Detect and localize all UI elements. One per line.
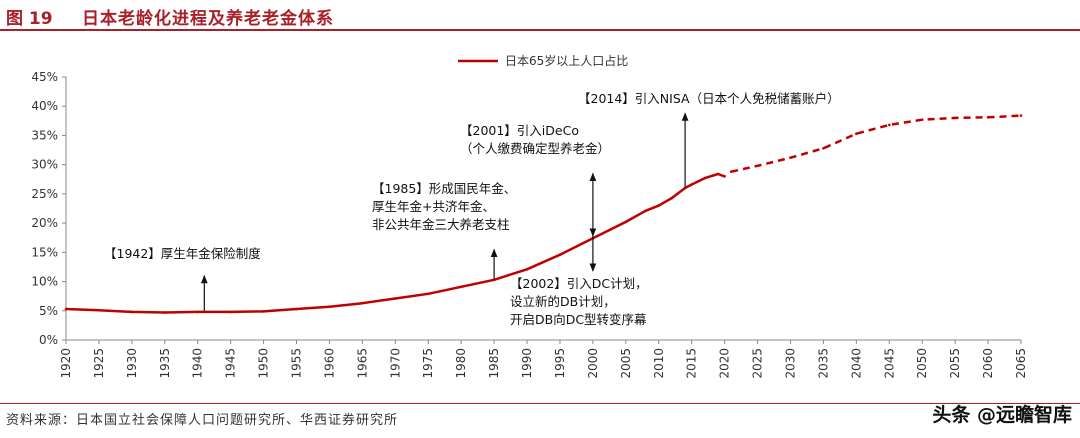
legend-label: 日本65岁以上人口占比 [505,53,628,68]
x-tick-label: 1985 [487,348,501,379]
annotation-text: （个人缴费确定型养老金） [460,141,610,156]
data-point [920,118,924,121]
y-tick-label: 35% [31,128,58,142]
x-tick-label: 1990 [520,348,534,379]
watermark: 头条 @远瞻智库 [932,404,1072,426]
data-point [426,292,430,296]
annotation-text: 开启DB向DC型转变序幕 [510,312,647,327]
y-tick-label: 30% [31,158,58,172]
x-tick-label: 2020 [718,348,732,379]
x-tick-label: 1920 [59,348,73,379]
x-tick-label: 2025 [751,348,765,379]
x-tick-label: 2000 [586,348,600,379]
data-point [624,220,628,224]
data-point [729,170,733,173]
x-tick-label: 1940 [191,348,205,379]
data-point [163,311,167,314]
x-tick-label: 1945 [224,348,238,379]
x-tick-label: 2005 [619,348,633,379]
figure-title: 日本老龄化进程及养老老金体系 [82,9,334,29]
x-tick-label: 2030 [783,348,797,379]
line-chart: 0% 5% 10% 15% 20% 25% 30% 35% 40% 45% 1920 1925 1930… [31,53,1028,379]
figure-header: 图 19 日本老龄化进程及养老老金体系 [0,0,1080,32]
x-tick-label: 2045 [882,348,896,379]
figure-label: 图 19 [6,9,53,29]
data-point [657,204,661,207]
annotation-text: 【1985】形成国民年金、 [372,181,516,196]
y-tick-label: 15% [31,245,58,259]
annotation-text: 【2002】引入DC计划， [510,276,648,291]
annotation-text: 【1942】厚生年金保险制度 [104,246,261,261]
y-tick-label: 45% [31,70,58,84]
annotation-text: 【2001】引入iDeCo [460,123,579,138]
x-tick-label: 2040 [849,348,863,379]
x-tick-label: 1925 [92,348,106,379]
data-point [723,175,726,178]
data-point [459,285,463,289]
data-point [130,310,134,314]
x-tick-label: 1955 [290,348,304,379]
source-rule [0,403,1080,404]
series-layer [64,114,1023,314]
data-point [64,307,68,311]
x-tick-label: 1970 [388,348,402,379]
data-point [394,297,397,300]
x-tick-label: 2055 [948,348,962,379]
x-tick-label: 1995 [553,348,567,379]
data-point [855,132,858,135]
y-tick-label: 10% [31,275,58,289]
x-tick-label: 1960 [322,348,336,379]
x-tick-label: 1935 [158,348,172,379]
data-point [1019,114,1023,117]
data-point [953,116,957,120]
data-point [295,307,298,311]
data-point [756,164,759,168]
data-point [196,310,200,314]
header-rule [0,29,1080,31]
data-point [361,301,364,305]
series-line-1 [730,114,1022,173]
axes: 0% 5% 10% 15% 20% 25% 30% 35% 40% 45% 1920 1925 1930… [31,70,1028,379]
x-tick-label: 2060 [981,348,995,379]
x-tick-label: 2065 [1014,348,1028,379]
data-point [716,172,720,176]
x-tick-label: 1950 [257,348,271,379]
y-tick-label: 25% [31,187,58,201]
y-tick-label: 20% [31,216,58,230]
x-tick-label: 2050 [915,348,929,379]
data-point [229,310,232,314]
annotation-text: 非公共年金三大养老支柱 [372,217,510,232]
annotation-text: 厚生年金+共济年金、 [372,199,495,214]
x-tick-label: 1975 [421,348,435,379]
source-note: 资料来源：日本国立社会保障人口问题研究所、华西证券研究所 [6,413,399,428]
data-point [644,209,647,213]
annotation-text: 设立新的DB计划， [510,294,616,309]
x-tick-label: 2035 [816,348,830,379]
data-point [703,176,707,180]
x-tick-label: 1930 [125,348,139,379]
y-tick-label: 5% [39,304,58,318]
annotation-layer: 【1942】厚生年金保险制度 【1985】形成国民年金、厚生年金+共济年金、非公共… [104,91,840,327]
data-point [690,183,693,186]
data-point [558,253,562,256]
data-point [328,305,331,308]
data-point [262,310,265,313]
x-tick-label: 1965 [355,348,369,379]
data-point [822,147,825,150]
legend: 日本65岁以上人口占比 [458,53,628,68]
data-point [683,186,687,190]
data-point [789,156,792,159]
data-point [887,123,891,127]
x-tick-label: 2010 [652,348,666,379]
series-line-0 [65,172,726,314]
x-tick-label: 2015 [685,348,699,379]
data-point [986,116,990,119]
y-tick-label: 0% [39,333,58,347]
data-point [670,196,674,200]
data-point [97,308,101,312]
y-tick-label: 40% [31,99,58,113]
data-point [525,267,529,271]
annotation-text: 【2014】引入NISA（日本个人免税储蓄账户） [578,91,840,106]
x-tick-label: 1980 [454,348,468,379]
